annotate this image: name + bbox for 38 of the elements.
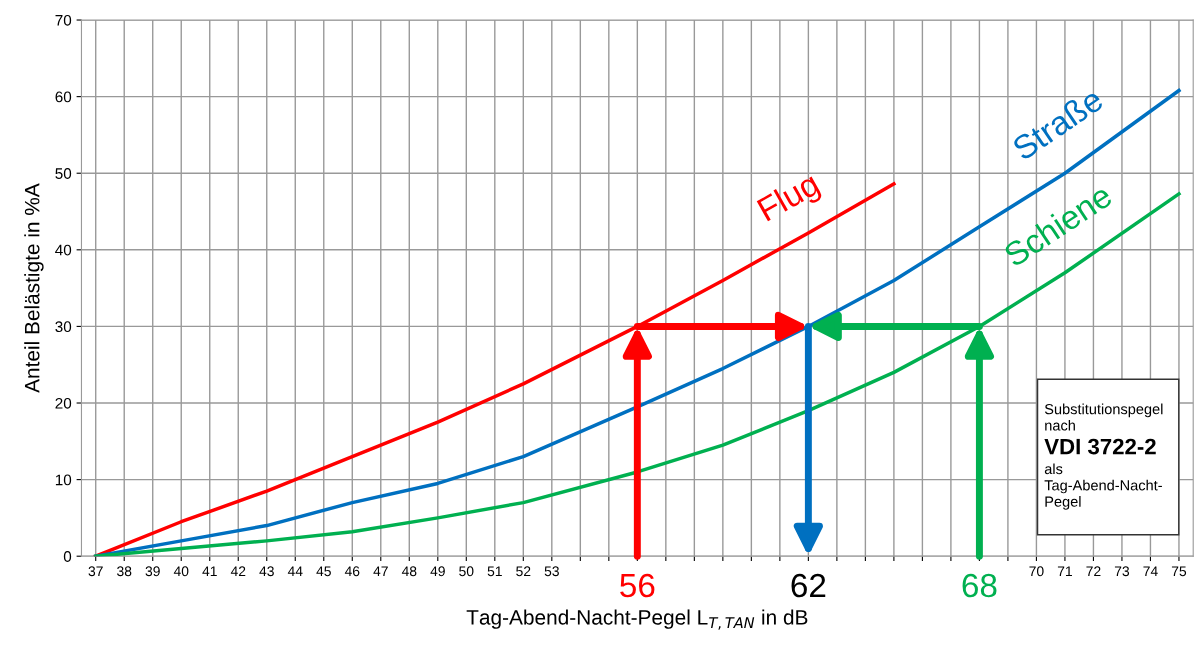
x-tick-label: 73 — [1114, 566, 1130, 577]
y-tick-label: 10 — [55, 474, 72, 486]
x-tick-label: 49 — [430, 566, 445, 577]
x-tick-label: 37 — [88, 566, 103, 577]
x-tick-label: 74 — [1143, 566, 1158, 576]
x-tick-label: 47 — [373, 566, 388, 576]
y-tick-label: 40 — [55, 244, 72, 256]
y-axis-title: Anteil Belästigte in %A — [24, 183, 44, 393]
y-tick-label: 0 — [63, 551, 72, 562]
x-tick-label: 42 — [230, 566, 246, 576]
x-tick-label: 46 — [344, 566, 360, 577]
x-tick-label: 75 — [1171, 566, 1187, 577]
x-tick-label: 51 — [487, 566, 502, 577]
x-tick-label: 50 — [459, 566, 474, 577]
annotation: 62 — [791, 573, 826, 598]
x-tick-label: 44 — [287, 566, 303, 576]
annotation: Substitutionspegel nach VDI 3722-2 als Tag-Abend-Nacht- Pegel — [1044, 403, 1163, 510]
y-tick-label: 50 — [55, 168, 72, 179]
x-tick-label: 41 — [202, 566, 217, 576]
x-tick-label: 43 — [259, 566, 274, 577]
annotation: 56 — [620, 573, 655, 598]
x-tick-label: 52 — [516, 566, 531, 577]
y-tick-label: 20 — [55, 397, 72, 409]
y-tick-label: 60 — [55, 91, 72, 103]
x-tick-label: 40 — [173, 566, 189, 577]
x-tick-label: 39 — [145, 566, 160, 577]
x-tick-label: 70 — [1029, 566, 1044, 577]
text: Flug — [756, 170, 824, 228]
x-tick-label: 72 — [1086, 566, 1101, 576]
x-tick-label: 53 — [544, 566, 559, 577]
y-tick-label: 70 — [55, 14, 72, 26]
x-tick-label: 48 — [401, 566, 417, 577]
y-tick-label: 30 — [55, 321, 72, 333]
x-tick-label: 45 — [316, 566, 331, 577]
x-tick-label: 71 — [1057, 566, 1072, 576]
x-tick-label: 38 — [117, 566, 132, 577]
x-axis-title: Tag-Abend-Nacht-Pegel L$_{T,TAN}$ in dB — [466, 609, 808, 630]
annotation: 68 — [962, 573, 997, 598]
